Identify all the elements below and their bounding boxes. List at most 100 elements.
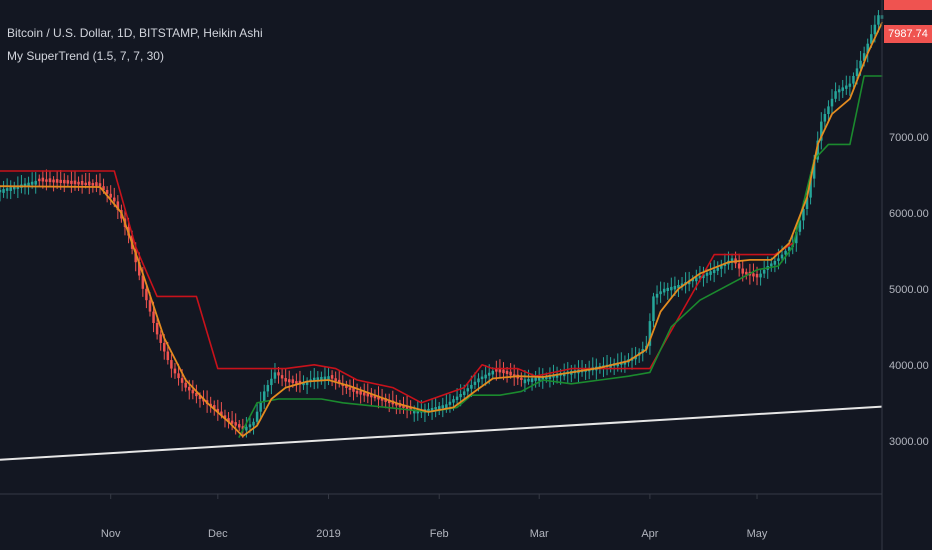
time-tick-label: Mar	[530, 528, 549, 540]
candle-body	[280, 375, 284, 379]
candle-body	[77, 181, 80, 185]
indicator-lines	[0, 21, 883, 461]
candle-body	[534, 377, 537, 381]
candle-body	[705, 272, 709, 276]
candle-body	[366, 393, 370, 397]
candle-body	[41, 177, 45, 182]
candle-body	[470, 384, 473, 389]
candle-body	[809, 178, 812, 198]
candle-body	[177, 373, 180, 379]
candle-body	[655, 293, 659, 298]
candle-body	[545, 375, 548, 380]
candle-body	[148, 300, 152, 312]
candle-body	[498, 369, 502, 373]
moving-average-line	[0, 21, 883, 438]
candle-body	[866, 43, 869, 54]
candle-body	[505, 370, 509, 374]
candle-body	[862, 53, 866, 61]
candle-body	[359, 390, 362, 395]
candle-body	[70, 180, 73, 184]
candle-body	[23, 183, 27, 187]
candle-body	[109, 193, 112, 198]
candle-body	[362, 392, 366, 396]
candle-body	[837, 89, 841, 93]
candle-body	[252, 421, 255, 426]
candle-body	[445, 404, 448, 408]
candle-body	[5, 188, 9, 191]
candle-body	[495, 368, 498, 372]
price-tick-label: 7000.00	[889, 132, 929, 144]
candle-body	[273, 372, 277, 379]
candle-body	[9, 187, 12, 191]
candle-body	[434, 407, 437, 410]
candle-body	[138, 262, 141, 276]
candle-body	[330, 375, 334, 379]
candle-body	[462, 391, 466, 396]
candle-body	[145, 288, 148, 301]
candle-body	[466, 388, 470, 392]
candle-body	[673, 285, 677, 290]
candle-body	[66, 180, 70, 184]
plot-area[interactable]	[0, 0, 882, 494]
candle-body	[30, 181, 34, 185]
price-tick-label: 4000.00	[889, 360, 929, 372]
candle-body	[245, 426, 248, 431]
candle-body	[377, 395, 380, 400]
candle-body	[698, 275, 702, 279]
candle-body	[477, 378, 480, 383]
indicator-legend[interactable]: My SuperTrend (1.5, 7, 7, 30)	[7, 49, 164, 63]
time-axis[interactable]: Nov Dec 2019 Feb Mar Apr May	[101, 494, 768, 540]
candle-body	[13, 186, 16, 190]
candle-body	[755, 273, 759, 278]
candle-body	[234, 422, 237, 426]
candle-body	[34, 180, 37, 185]
candle-body	[737, 263, 741, 269]
high-price-tag	[884, 0, 932, 10]
price-tick-label: 3000.00	[889, 436, 929, 448]
candle-body	[770, 263, 773, 267]
candle-body	[759, 273, 762, 278]
candle-body	[484, 374, 487, 379]
candle-body	[59, 179, 62, 184]
candle-body	[812, 159, 816, 179]
candle-body	[105, 190, 109, 194]
candle-body	[459, 393, 462, 398]
candle-body	[198, 395, 202, 399]
time-tick-label: Apr	[641, 528, 658, 540]
candle-body	[402, 405, 405, 408]
candle-body	[355, 390, 359, 394]
candle-body	[262, 391, 266, 402]
candle-body	[802, 209, 805, 221]
candle-body	[48, 178, 52, 183]
time-tick-label: Dec	[208, 528, 228, 540]
candle-body	[687, 280, 691, 285]
candle-body	[730, 258, 734, 262]
candle-body	[695, 277, 698, 282]
candle-body	[227, 418, 230, 422]
candle-body	[537, 377, 541, 381]
candle-body	[80, 180, 84, 185]
candle-body	[491, 370, 495, 375]
candle-body	[152, 311, 155, 323]
candle-body	[352, 388, 355, 392]
candle-body	[823, 114, 827, 122]
candle-body	[873, 24, 877, 35]
candle-body	[555, 373, 559, 378]
candle-body	[527, 378, 530, 382]
candle-body	[448, 401, 452, 405]
candle-body	[302, 382, 305, 386]
candle-body	[773, 260, 777, 265]
candle-body	[509, 371, 512, 376]
candle-body	[312, 377, 316, 382]
candle-body	[716, 267, 719, 271]
candle-body	[173, 368, 177, 374]
candle-body	[159, 334, 162, 343]
candle-body	[670, 286, 673, 291]
candle-body	[380, 397, 384, 401]
symbol-legend[interactable]: Bitcoin / U.S. Dollar, 1D, BITSTAMP, Hei…	[7, 26, 263, 40]
price-axis[interactable]: 3000.00 4000.00 5000.00 6000.00 7000.00	[889, 132, 929, 448]
candle-body	[712, 269, 716, 274]
candle-body	[287, 379, 291, 383]
candle-body	[827, 106, 830, 114]
